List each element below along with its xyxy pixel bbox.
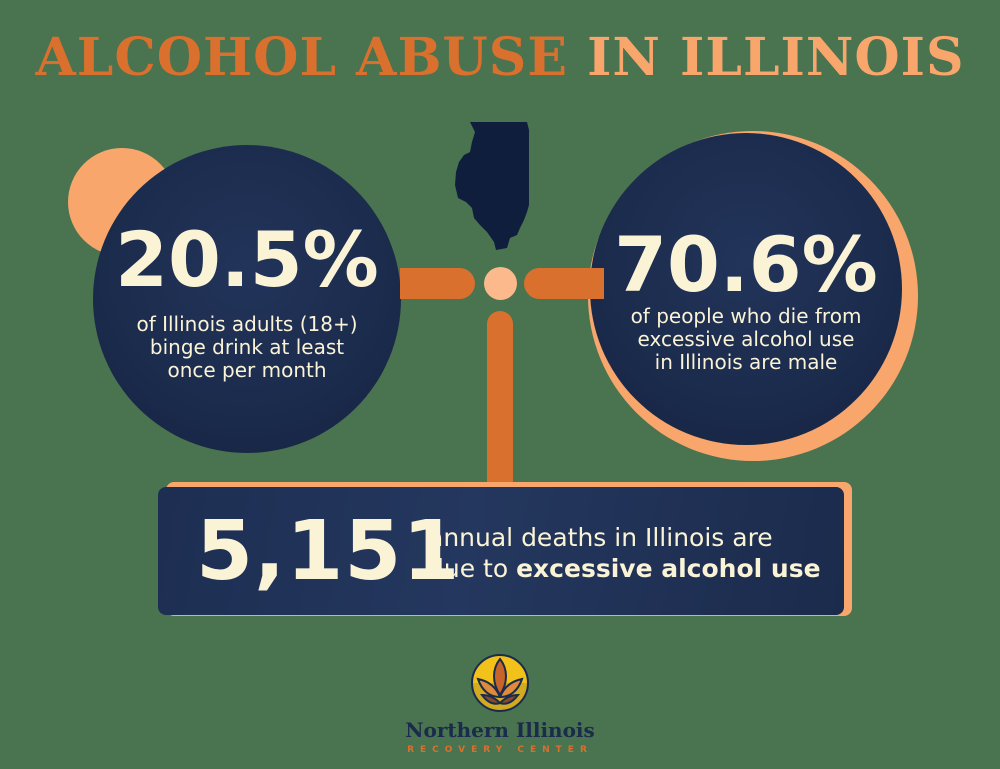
connector-down <box>487 311 513 486</box>
brand-subtitle: RECOVERY CENTER <box>407 745 593 755</box>
banner-description: annual deaths in Illinois are due to exc… <box>428 522 821 584</box>
banner-line-1: annual deaths in Illinois are <box>428 523 773 552</box>
stat-line: binge drink at least <box>149 335 345 359</box>
connector-right <box>524 268 604 299</box>
stat-line: excessive alcohol use <box>637 327 855 351</box>
stat-value: 20.5% <box>115 215 379 304</box>
page-title: ALCOHOL ABUSE IN ILLINOIS <box>0 28 1000 88</box>
banner-value: 5,151 <box>196 504 461 599</box>
connector-left <box>400 268 475 299</box>
banner-line-2: due to excessive alcohol use <box>428 553 821 584</box>
title-part-1: ALCOHOL ABUSE <box>35 27 568 88</box>
stat-line: once per month <box>167 358 327 382</box>
stat-description: of people who die from excessive alcohol… <box>590 305 902 374</box>
stat-line: of people who die from <box>630 304 862 328</box>
leaf-sun-icon <box>471 654 529 712</box>
stat-value: 70.6% <box>614 220 878 309</box>
deaths-banner: 5,151 annual deaths in Illinois are due … <box>158 487 844 615</box>
brand-name: Northern Illinois <box>405 718 595 742</box>
stat-description: of Illinois adults (18+) binge drink at … <box>93 313 401 382</box>
banner-line-2-bold: excessive alcohol use <box>516 554 821 583</box>
connector-center-dot <box>484 267 517 300</box>
stat-line: in Illinois are male <box>654 350 838 374</box>
banner-line-2-prefix: due to <box>428 554 517 583</box>
stat-circle-male-deaths: 70.6% of people who die from excessive a… <box>590 133 902 445</box>
title-part-2: IN ILLINOIS <box>587 27 965 88</box>
illinois-map-icon <box>455 122 529 250</box>
stat-circle-binge: 20.5% of Illinois adults (18+) binge dri… <box>93 145 401 453</box>
stat-line: of Illinois adults (18+) <box>136 312 358 336</box>
